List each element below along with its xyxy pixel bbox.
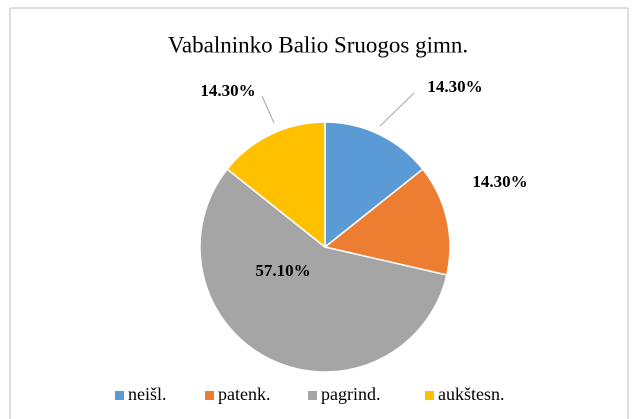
legend-swatch	[425, 391, 434, 400]
legend-swatch	[308, 391, 317, 400]
legend-label: aukštesn.	[438, 384, 505, 404]
pie-slice	[226, 121, 326, 249]
legend-label: patenk.	[218, 384, 270, 404]
pie-slice	[324, 121, 424, 249]
data-label: 57.10%	[255, 261, 310, 280]
chart-title: Vabalninko Balio Sruogos gimn.	[168, 32, 468, 57]
legend-label: neišl.	[128, 384, 167, 404]
pie-slice	[323, 168, 451, 276]
data-label: 14.30%	[200, 81, 255, 100]
leader-line	[261, 95, 275, 124]
data-label: 14.30%	[427, 77, 482, 96]
leader-line	[379, 92, 415, 127]
legend-swatch	[205, 391, 214, 400]
data-label: 14.30%	[472, 172, 527, 191]
legend-swatch	[115, 391, 124, 400]
legend-label: pagrind.	[321, 384, 380, 404]
pie-slice	[199, 168, 448, 373]
